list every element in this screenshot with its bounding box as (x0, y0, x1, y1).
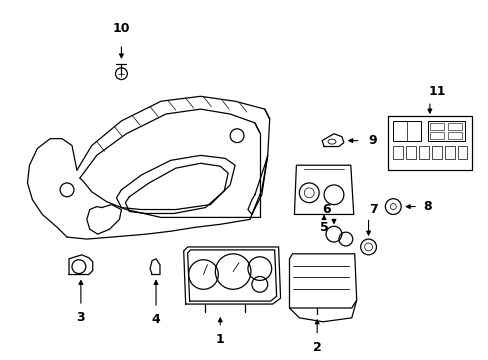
Bar (447, 132, 461, 139)
Text: 9: 9 (367, 134, 376, 147)
Bar (447, 123, 461, 130)
Text: 2: 2 (312, 341, 321, 354)
Bar (392, 121, 420, 141)
Text: 8: 8 (423, 200, 431, 213)
Text: 4: 4 (151, 313, 160, 326)
Bar (429, 123, 443, 130)
Text: 3: 3 (77, 311, 85, 324)
Bar (429, 132, 443, 139)
Text: 1: 1 (216, 333, 224, 346)
Bar (392, 145, 402, 159)
Bar (431, 145, 441, 159)
Bar (418, 145, 428, 159)
Text: 5: 5 (319, 221, 328, 234)
Bar (444, 145, 454, 159)
Bar (406, 145, 415, 159)
Text: 6: 6 (321, 203, 330, 216)
Text: 7: 7 (368, 203, 377, 216)
Text: 11: 11 (428, 85, 446, 98)
Bar (427, 121, 465, 141)
Bar (457, 145, 467, 159)
Text: 10: 10 (112, 22, 130, 35)
